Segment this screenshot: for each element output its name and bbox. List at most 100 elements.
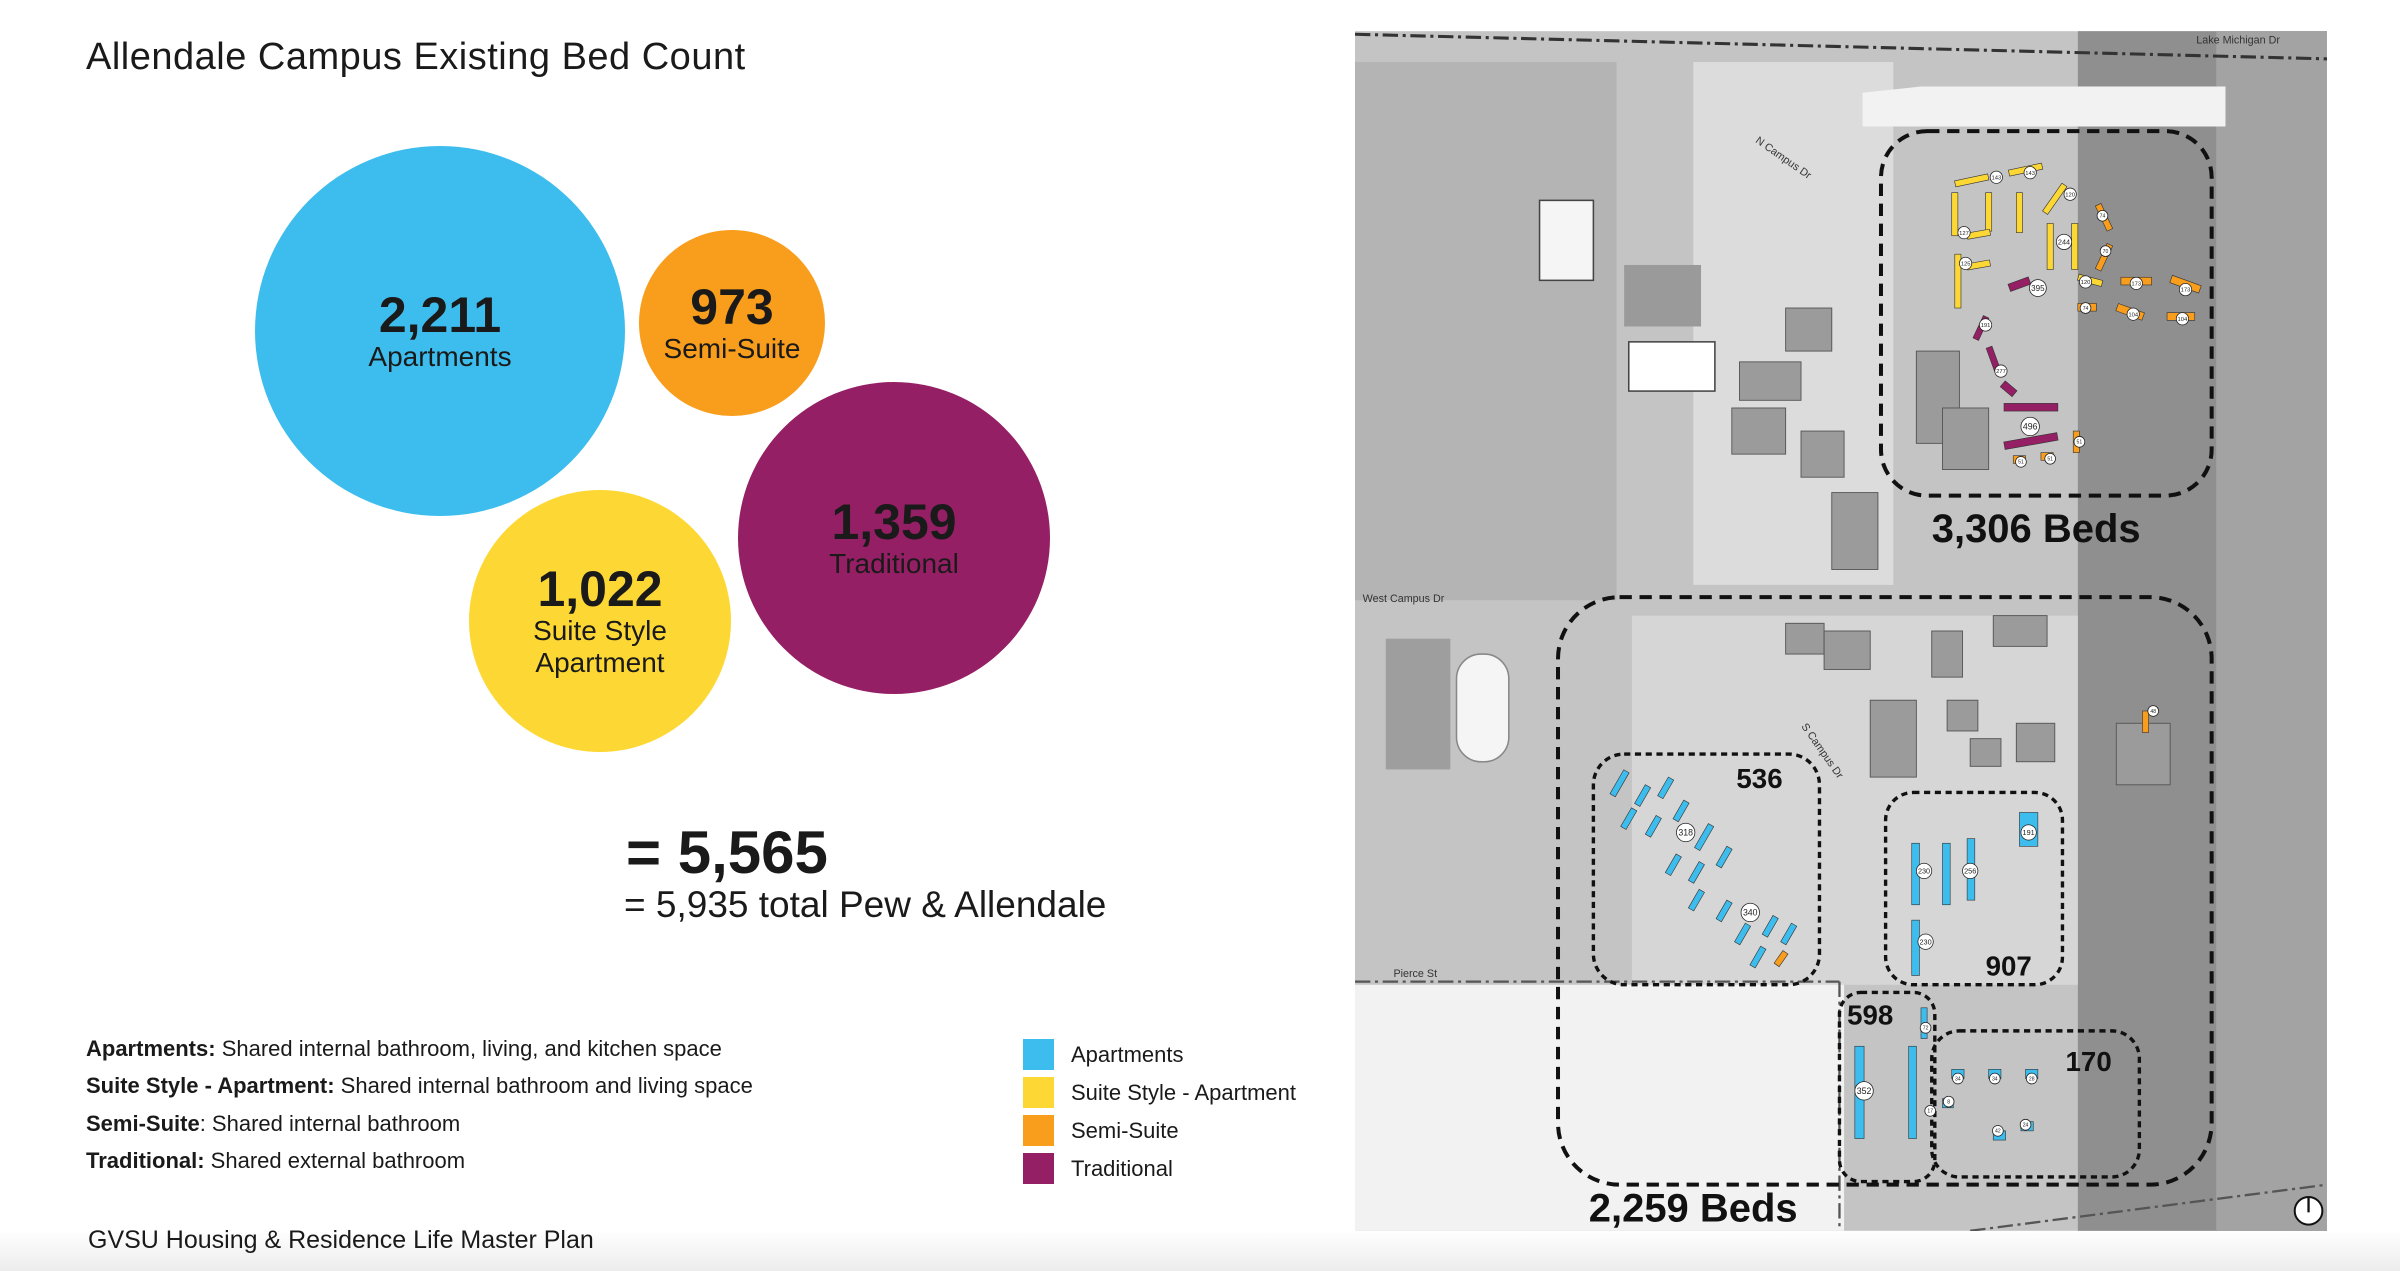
- bed-count-label: 127: [1959, 231, 1969, 237]
- bed-count-label: 496: [2023, 422, 2038, 432]
- residence-apartments: [1749, 945, 1767, 969]
- bed-count-marker: 127: [1957, 226, 1971, 240]
- bed-count-label: 277: [1996, 369, 2006, 375]
- bubble-suite-style: 1,022 Suite Style Apartment: [469, 490, 731, 752]
- zone-598-label: 598: [1847, 1000, 1893, 1031]
- residence-suite-style: [2046, 223, 2054, 270]
- legend-label: Apartments: [1071, 1041, 1184, 1067]
- building: [1785, 622, 1825, 655]
- bed-count-label: 191: [2023, 828, 2035, 837]
- bed-count-label: 143: [1991, 175, 2001, 181]
- residence-suite-style: [2071, 223, 2079, 270]
- bubble-value: 1,022: [537, 560, 663, 617]
- bed-count-marker: 173: [2129, 276, 2143, 290]
- bed-count-marker: 120: [2079, 275, 2093, 289]
- building: [1800, 430, 1845, 478]
- building: [1739, 361, 1802, 401]
- bed-count-marker: 51: [2073, 436, 2086, 448]
- road-label-pierce: Pierce St: [1393, 968, 1437, 980]
- bed-count-label: 17: [1927, 1109, 1933, 1115]
- tennis-courts: [1624, 264, 1702, 327]
- page-title: Allendale Campus Existing Bed Count: [86, 36, 746, 78]
- building: [2015, 722, 2056, 763]
- legend-swatch: [1023, 1153, 1054, 1184]
- residence-suite-style: [1954, 173, 1990, 188]
- campus-boundary-south: [1970, 1183, 2327, 1231]
- bed-count-marker: 17: [1924, 1105, 1936, 1117]
- legend-swatch: [1023, 1077, 1054, 1108]
- zone-536-label: 536: [1736, 763, 1782, 794]
- stadium: [1538, 199, 1595, 282]
- south-undeveloped: [1355, 984, 1845, 1231]
- bed-count-marker: 51: [2044, 452, 2056, 465]
- bed-count-label: 340: [1743, 908, 1758, 918]
- residence-apartments: [1715, 845, 1733, 869]
- building: [1823, 630, 1871, 670]
- legend-item-suite-style: Suite Style - Apartment: [1023, 1077, 1296, 1108]
- building: [2115, 722, 2171, 786]
- bed-count-label: 34: [1955, 1076, 1961, 1082]
- bubble-label: Apartments: [368, 341, 512, 373]
- residence-apartments: [1644, 815, 1662, 838]
- bed-count-label: 51: [2018, 460, 2024, 466]
- residence-apartments: [1734, 922, 1752, 946]
- bed-count-marker: 143: [1989, 170, 2003, 184]
- bed-count-label: 230: [1919, 937, 1931, 946]
- zone-south: [1556, 595, 2214, 1187]
- residence-apartments: [1657, 776, 1675, 800]
- definition-text: : Shared internal bathroom: [199, 1111, 461, 1136]
- bed-count-marker: 143: [2023, 166, 2037, 180]
- bed-count-label: 173: [2181, 288, 2191, 294]
- bed-count-marker: 51: [2015, 456, 2027, 468]
- zone-598: [1837, 990, 1937, 1184]
- bed-count-marker: 28: [2025, 1072, 2038, 1085]
- residence-traditional: [2003, 432, 2059, 450]
- zone-north-total: 3,306 Beds: [1932, 507, 2141, 551]
- building: [1785, 307, 1833, 352]
- definition-text: Shared external bathroom: [204, 1148, 466, 1173]
- bed-count-marker: 277: [1994, 364, 2008, 378]
- road-label-lake-michigan: Lake Michigan Dr: [2196, 34, 2280, 46]
- legend-label: Suite Style - Apartment: [1071, 1079, 1296, 1105]
- bubble-semi-suite: 973 Semi-Suite: [639, 230, 825, 416]
- bed-count-label: 72: [1923, 1026, 1929, 1032]
- bed-count-marker: 74: [2079, 302, 2092, 314]
- bed-count-label: 120: [2065, 192, 2075, 198]
- residence-suite-style: [2016, 192, 2023, 233]
- building: [1969, 738, 2002, 767]
- residence-suite-style: [1985, 192, 1993, 232]
- golf-course: [1355, 61, 1617, 601]
- bubble-label: Apartment: [535, 647, 665, 679]
- bed-count-label: 42: [1995, 1129, 2001, 1135]
- bed-count-marker: 120: [2063, 187, 2077, 201]
- building: [1942, 407, 1990, 470]
- compass-north-icon: [2293, 1195, 2324, 1226]
- combined-total: = 5,935 total Pew & Allendale: [624, 884, 1107, 925]
- zone-south-total: 2,259 Beds: [1589, 1187, 1798, 1231]
- forest-strip: [2216, 31, 2327, 1231]
- bed-count-marker: 191: [1979, 318, 1993, 332]
- residence-apartments: [1942, 842, 1951, 906]
- definition-term: Traditional:: [86, 1148, 205, 1173]
- building: [1946, 699, 1979, 732]
- bed-count-marker: 104: [2126, 307, 2140, 321]
- bed-count-label: 191: [1981, 323, 1991, 329]
- bed-count-label: 70: [2103, 249, 2109, 255]
- legend-swatch: [1023, 1115, 1054, 1146]
- parking-lot: [1862, 86, 2226, 127]
- bed-count-marker: 173: [2178, 283, 2193, 297]
- residence-semi-suite: [2142, 710, 2149, 733]
- residence-apartments: [1780, 922, 1798, 946]
- building: [1869, 699, 1917, 778]
- bed-count-marker: 230: [1915, 862, 1933, 879]
- definition-term: Semi-Suite: [86, 1111, 200, 1136]
- residence-semi-suite: [1773, 950, 1789, 968]
- bed-count-label: 120: [2081, 280, 2091, 286]
- residence-apartments: [1609, 769, 1630, 798]
- bed-count-marker: 34: [1952, 1072, 1964, 1085]
- bed-count-label: 28: [2029, 1076, 2035, 1082]
- bubble-apartments: 2,211 Apartments: [255, 146, 625, 516]
- building: [1731, 407, 1787, 455]
- residence-traditional: [2003, 403, 2059, 412]
- bed-count-label: 74: [2083, 306, 2089, 312]
